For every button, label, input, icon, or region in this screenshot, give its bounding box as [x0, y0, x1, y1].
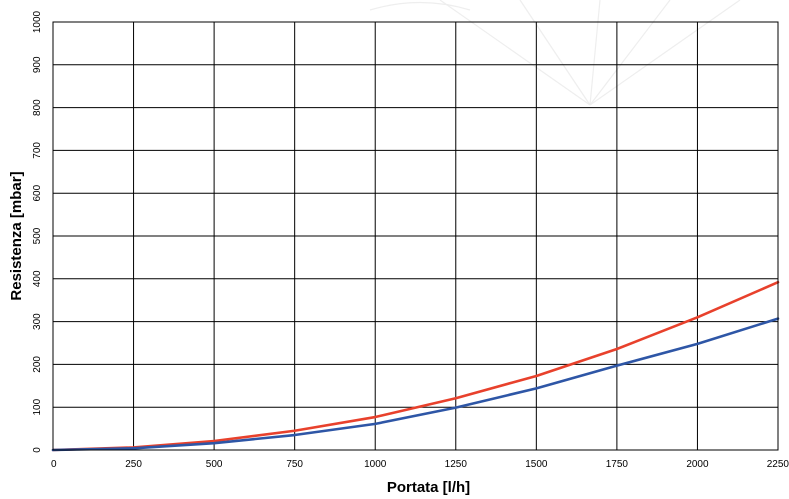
series-line-2 [51, 317, 780, 452]
y-tick-label: 0 [32, 447, 43, 453]
y-tick-label: 200 [32, 356, 43, 373]
x-axis-title: Portata [l/h] [387, 479, 470, 496]
x-tick-label: 1750 [606, 459, 629, 470]
y-axis-title: Resistenza [mbar] [8, 171, 25, 300]
x-tick-label: 500 [206, 459, 223, 470]
y-tick-label: 500 [32, 227, 43, 244]
y-tick-label: 400 [32, 270, 43, 287]
watermark-graphic [369, 0, 741, 106]
y-tick-label: 300 [32, 313, 43, 330]
series-group [51, 280, 780, 452]
x-tick-label: 2250 [767, 459, 789, 470]
x-tick-label: 1000 [364, 459, 387, 470]
x-tick-labels: 0 250 500 750 1000 1250 1500 1750 2000 2250 [51, 459, 789, 470]
plot-frame [52, 21, 779, 451]
y-tick-label: 100 [32, 398, 43, 415]
x-tick-label: 0 [51, 459, 57, 470]
y-tick-label: 700 [32, 142, 43, 159]
y-tick-labels: 0 100 200 300 400 500 600 700 800 900 1000 [32, 10, 43, 452]
x-tick-label: 1500 [525, 459, 548, 470]
x-tick-label: 2000 [686, 459, 709, 470]
y-tick-label: 1000 [32, 10, 43, 33]
series-line-1 [51, 280, 780, 452]
x-tick-label: 250 [125, 459, 142, 470]
grid [53, 22, 778, 450]
x-tick-label: 750 [286, 459, 303, 470]
x-tick-label: 1250 [445, 459, 468, 470]
y-tick-label: 600 [32, 184, 43, 201]
y-tick-label: 800 [32, 99, 43, 116]
y-tick-label: 900 [32, 56, 43, 73]
